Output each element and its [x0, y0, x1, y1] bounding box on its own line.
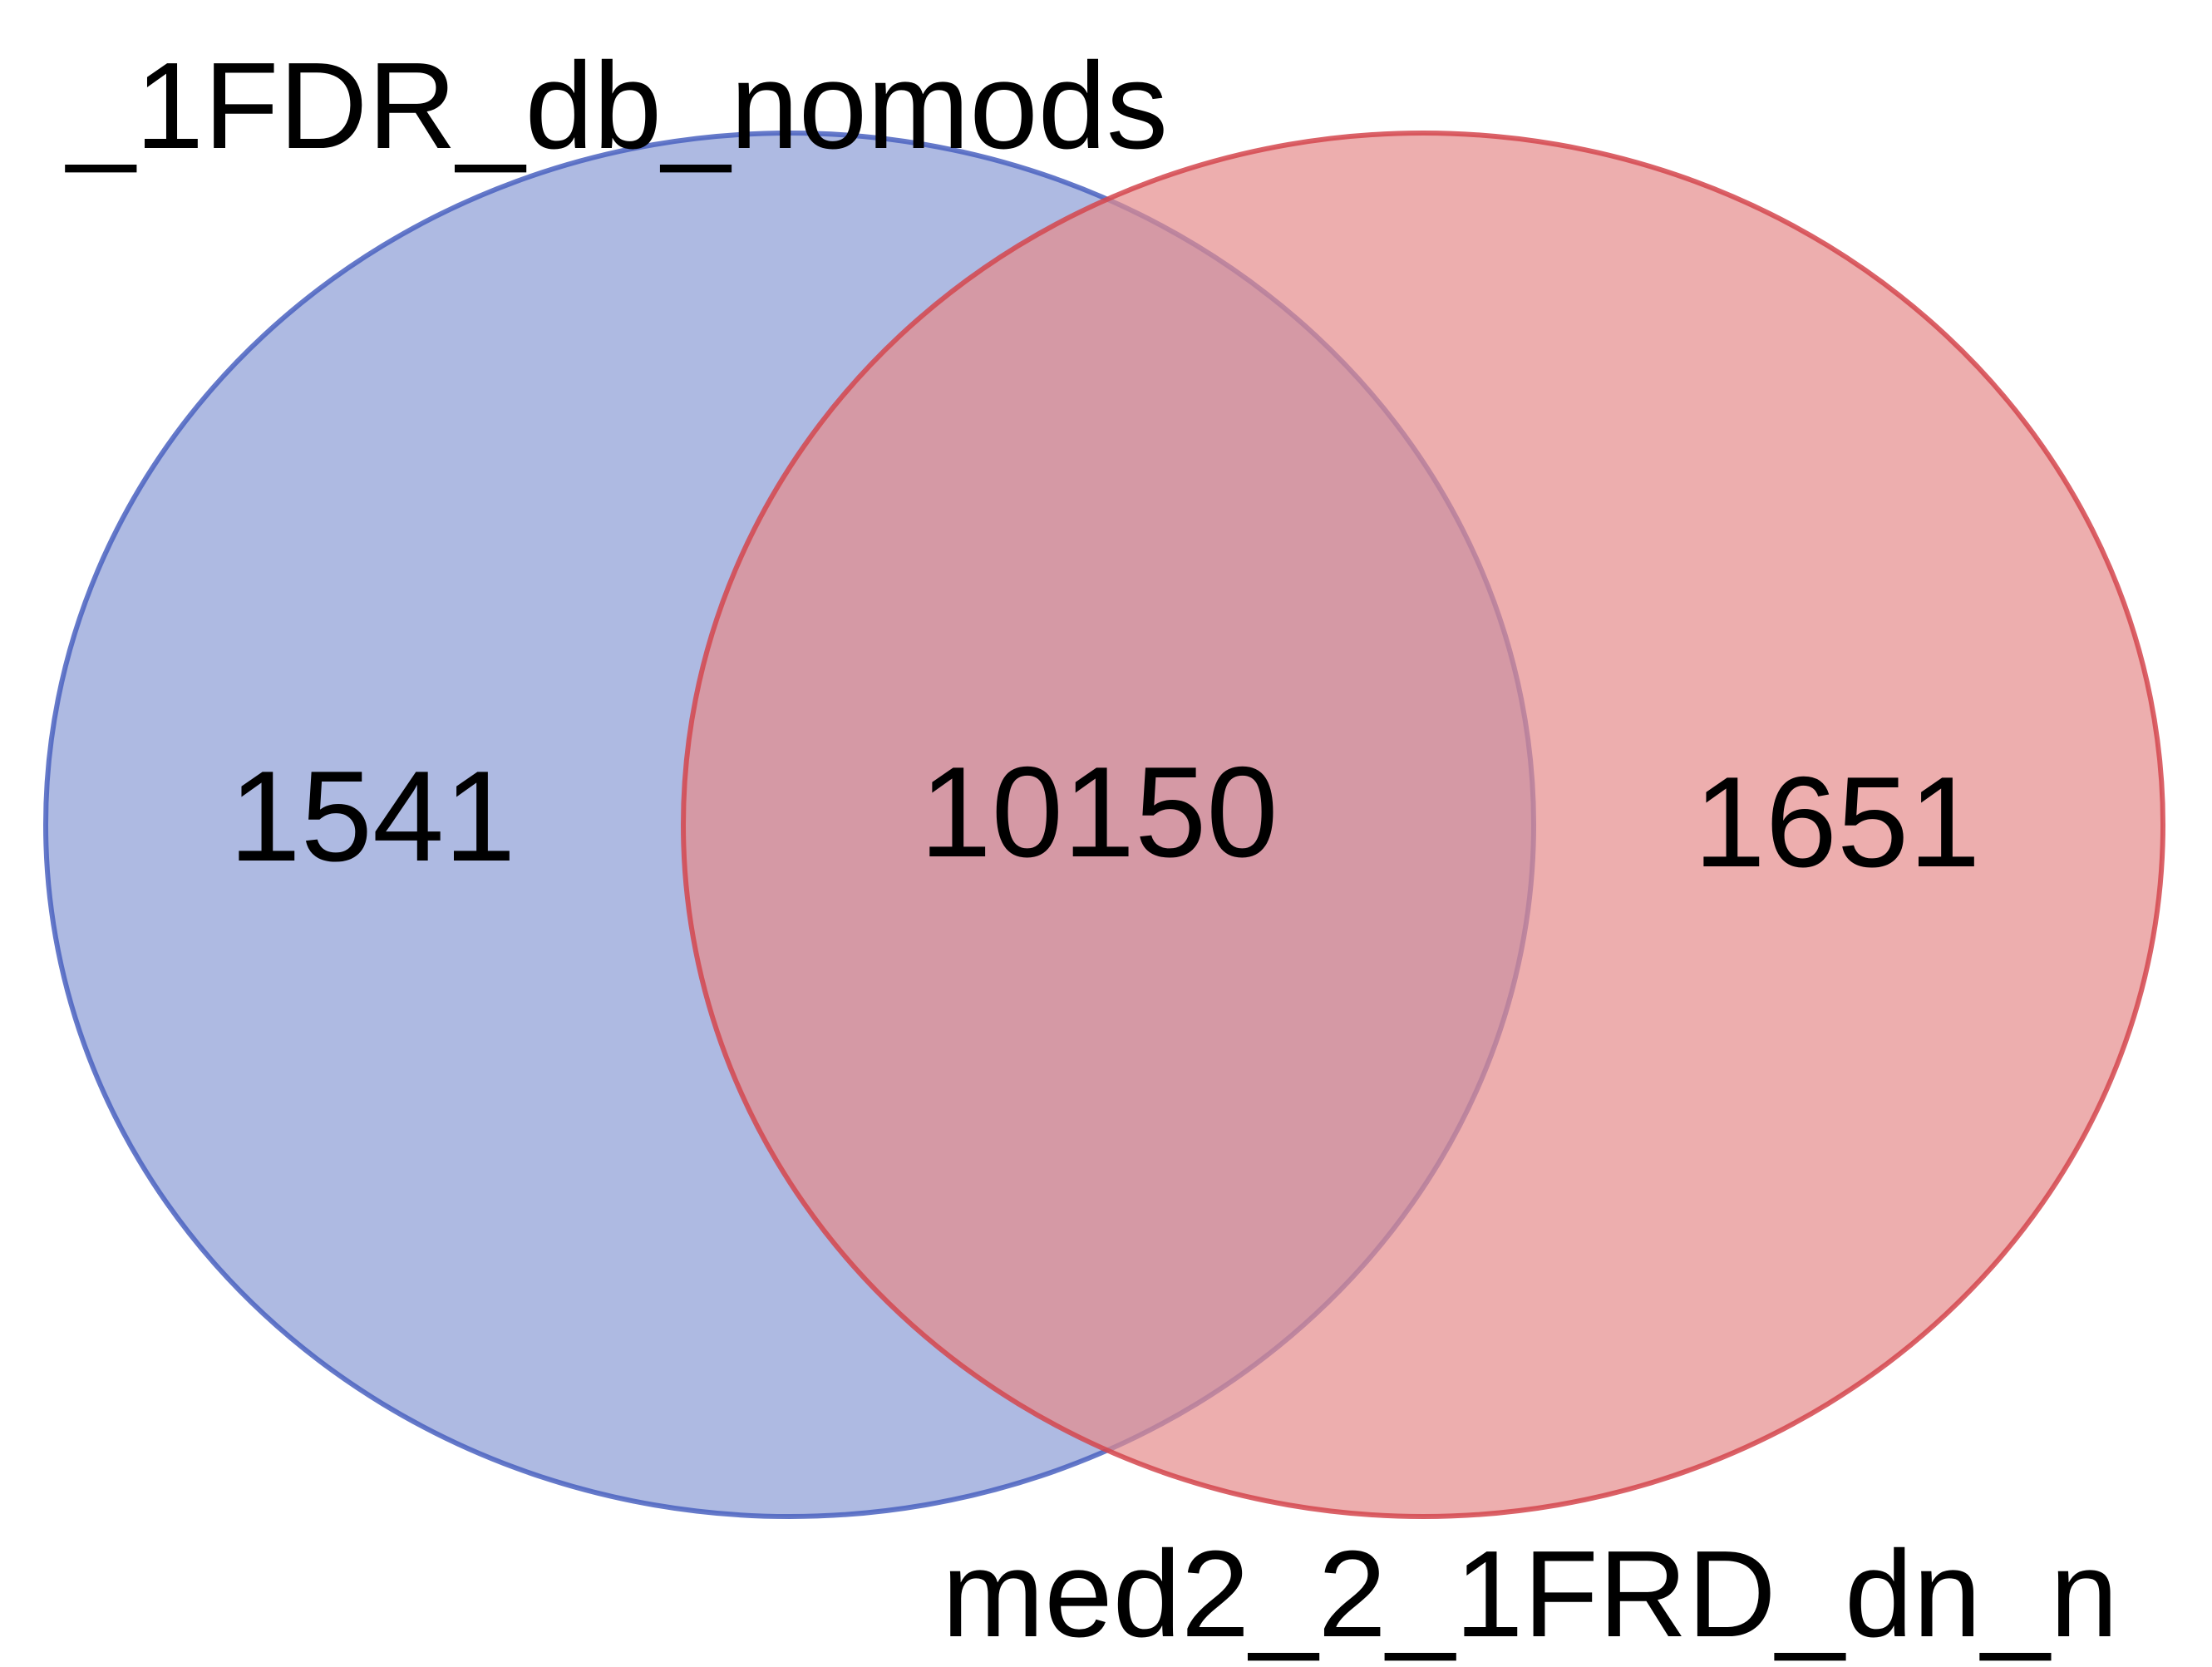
intersection-count: 10150 — [919, 740, 1278, 884]
set-b-label: med2_2_1FRD_dn_n — [942, 1526, 2118, 1663]
set-a-only-count: 1541 — [229, 744, 516, 888]
set-b-only-count: 1651 — [1694, 750, 1981, 894]
set-a-label: _1FDR_db_nomods — [64, 37, 1168, 175]
set-b-ellipse — [681, 131, 2165, 1519]
